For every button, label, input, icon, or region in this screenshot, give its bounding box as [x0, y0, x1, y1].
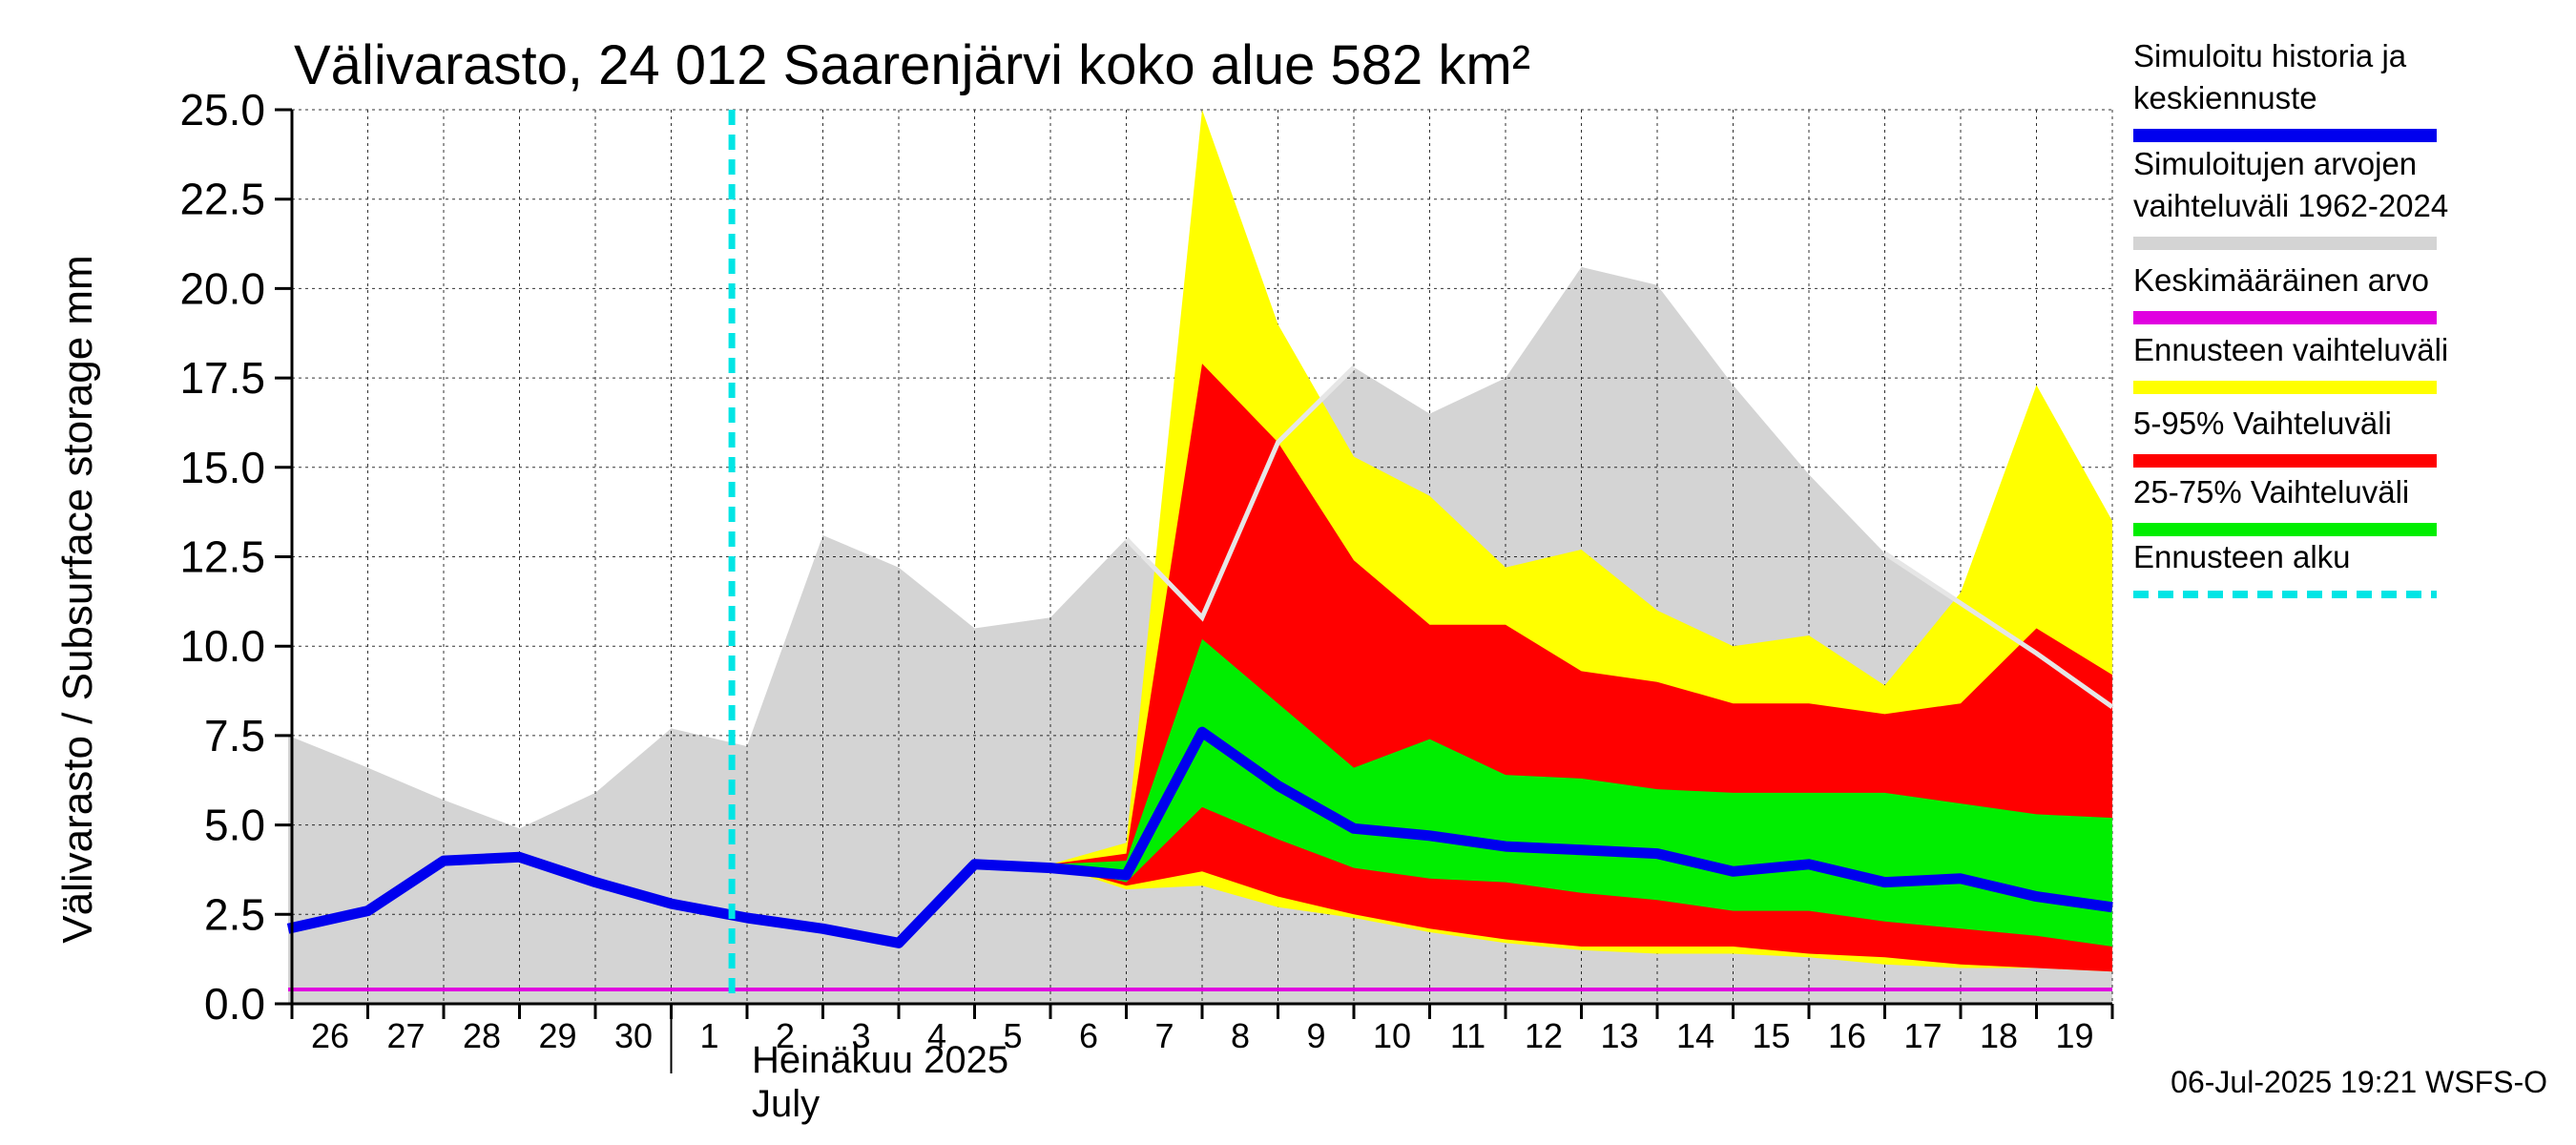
legend-item: Simuloitu historia ja keskiennuste	[2133, 38, 2437, 142]
x-tick-label: 4	[927, 1016, 946, 1055]
x-tick-label: 27	[386, 1016, 425, 1055]
x-tick-label: 6	[1079, 1016, 1098, 1055]
y-axis-label: Välivarasto / Subsurface storage mm	[54, 255, 101, 943]
x-tick-label: 3	[851, 1016, 870, 1055]
x-tick-label: 14	[1676, 1016, 1714, 1055]
legend-label-line2: keskiennuste	[2133, 80, 2317, 115]
legend-label: Ennusteen vaihteluväli	[2133, 332, 2448, 367]
y-tick-label: 12.5	[179, 532, 265, 582]
y-tick-label: 22.5	[179, 175, 265, 224]
y-tick-label: 0.0	[204, 979, 265, 1029]
y-tick-label: 17.5	[179, 353, 265, 403]
legend-label: 25-75% Vaihteluväli	[2133, 474, 2409, 510]
legend: Simuloitu historia jakeskiennusteSimuloi…	[2133, 38, 2448, 598]
x-tick-label: 29	[538, 1016, 576, 1055]
x-tick-label: 19	[2055, 1016, 2093, 1055]
y-axis: 0.0 2.5 5.0 7.5 10.0 12.5 15.0 17.5 20.0 22.5 25.0	[179, 85, 292, 1029]
y-tick-label: 5.0	[204, 801, 265, 850]
legend-item: Ennusteen vaihteluväli	[2133, 332, 2448, 394]
x-tick-label: 18	[1980, 1016, 2018, 1055]
x-tick-label: 28	[463, 1016, 501, 1055]
legend-item: 25-75% Vaihteluväli	[2133, 474, 2437, 536]
month-label: Heinäkuu 2025	[752, 1039, 1008, 1081]
x-tick-label: 15	[1752, 1016, 1790, 1055]
x-tick-label: 26	[311, 1016, 349, 1055]
x-tick-label: 5	[1003, 1016, 1022, 1055]
simulated-line	[286, 726, 2113, 948]
legend-label: Simuloitujen arvojen	[2133, 146, 2417, 181]
y-tick-label: 10.0	[179, 621, 265, 671]
y-tick-label: 25.0	[179, 85, 265, 135]
legend-label: Simuloitu historia ja	[2133, 38, 2407, 73]
legend-item: Ennusteen alku	[2133, 539, 2437, 598]
x-tick-label: 13	[1600, 1016, 1638, 1055]
legend-label: Ennusteen alku	[2133, 539, 2351, 574]
plot-area	[286, 109, 2114, 1006]
timestamp-footer: 06-Jul-2025 19:21 WSFS-O	[2171, 1065, 2547, 1099]
legend-item: Keskimääräinen arvo	[2133, 262, 2437, 324]
y-tick-label: 20.0	[179, 263, 265, 313]
x-tick-label: 16	[1828, 1016, 1866, 1055]
x-tick-label: 7	[1154, 1016, 1174, 1055]
y-tick-label: 7.5	[204, 711, 265, 760]
y-tick-label: 2.5	[204, 889, 265, 939]
x-tick-label: 11	[1450, 1016, 1485, 1055]
legend-label: 5-95% Vaihteluväli	[2133, 406, 2392, 441]
chart-title: Välivarasto, 24 012 Saarenjärvi koko alu…	[294, 34, 1530, 96]
legend-item: Simuloitujen arvojen vaihteluväli 1962-20…	[2133, 146, 2448, 250]
y-tick-label: 15.0	[179, 443, 265, 492]
historical-median-line-late	[1883, 551, 2114, 709]
x-tick-label: 1	[699, 1016, 718, 1055]
x-axis: 26 27 28 29 30 1 2 3 4 5 6 7 8 9 10 11 12 13 14 15 16 17 18 19	[290, 1004, 2114, 1073]
legend-label-line2: vaihteluväli 1962-2024	[2133, 188, 2448, 223]
x-tick-label: 2	[776, 1016, 795, 1055]
x-tick-label: 17	[1903, 1016, 1942, 1055]
x-tick-label: 30	[614, 1016, 653, 1055]
historical-median-line	[1124, 365, 1356, 622]
month-label-english: July	[752, 1083, 820, 1125]
legend-label: Keskimääräinen arvo	[2133, 262, 2429, 298]
x-tick-label: 8	[1231, 1016, 1250, 1055]
x-tick-label: 10	[1373, 1016, 1411, 1055]
x-tick-label: 12	[1525, 1016, 1563, 1055]
x-tick-label: 9	[1306, 1016, 1325, 1055]
legend-item: 5-95% Vaihteluväli	[2133, 406, 2437, 468]
